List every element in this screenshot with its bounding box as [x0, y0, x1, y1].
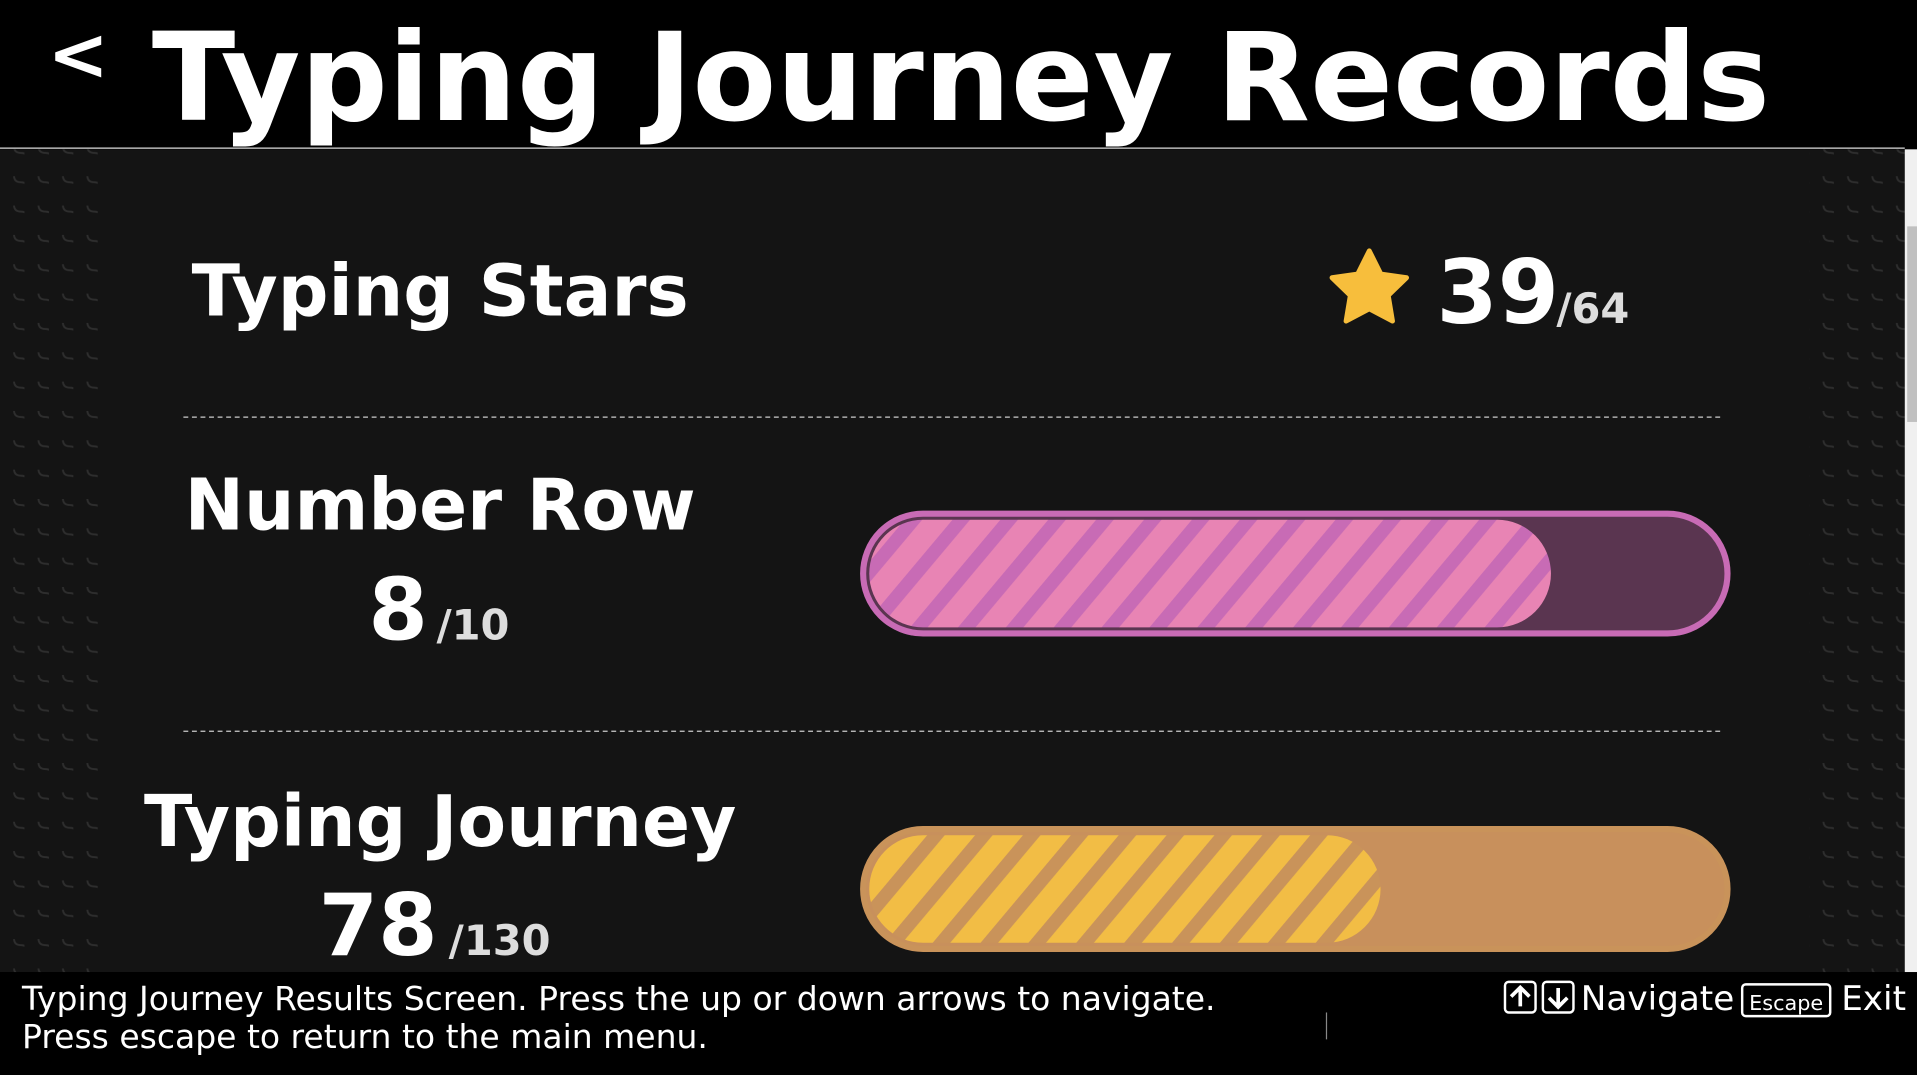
record-max: /10: [436, 601, 509, 650]
record-value: 78: [319, 877, 438, 976]
record-label: Number Row: [185, 464, 696, 547]
escape-key-label: Escape: [1749, 991, 1823, 1015]
side-pattern: [1809, 149, 1905, 973]
footer: [0, 972, 1917, 1075]
record-value: 39: [1437, 241, 1559, 344]
down-key-icon: [1541, 980, 1575, 1014]
progress-fill: [869, 519, 1551, 628]
record-label: Typing Stars: [192, 250, 689, 333]
footer-description: Typing Journey Results Screen. Press the…: [21, 979, 1216, 1018]
navigate-hint: Navigate: [1581, 979, 1734, 1019]
footer-description: Press escape to return to the main menu.: [22, 1017, 708, 1056]
back-button[interactable]: <: [48, 13, 109, 98]
star-icon: [1329, 248, 1410, 324]
side-pattern: [0, 149, 98, 973]
record-max: /130: [449, 916, 551, 965]
scrollbar-thumb[interactable]: [1907, 226, 1917, 422]
record-label: Typing Journey: [144, 780, 736, 863]
exit-hint: Exit: [1841, 979, 1906, 1019]
header-title: Typing Journey Records: [152, 7, 1770, 149]
up-key-icon: [1503, 980, 1537, 1014]
record-max: /64: [1556, 284, 1629, 333]
progress-fill: [869, 835, 1381, 943]
escape-key: [1740, 983, 1832, 1018]
record-value: 8: [368, 562, 428, 661]
